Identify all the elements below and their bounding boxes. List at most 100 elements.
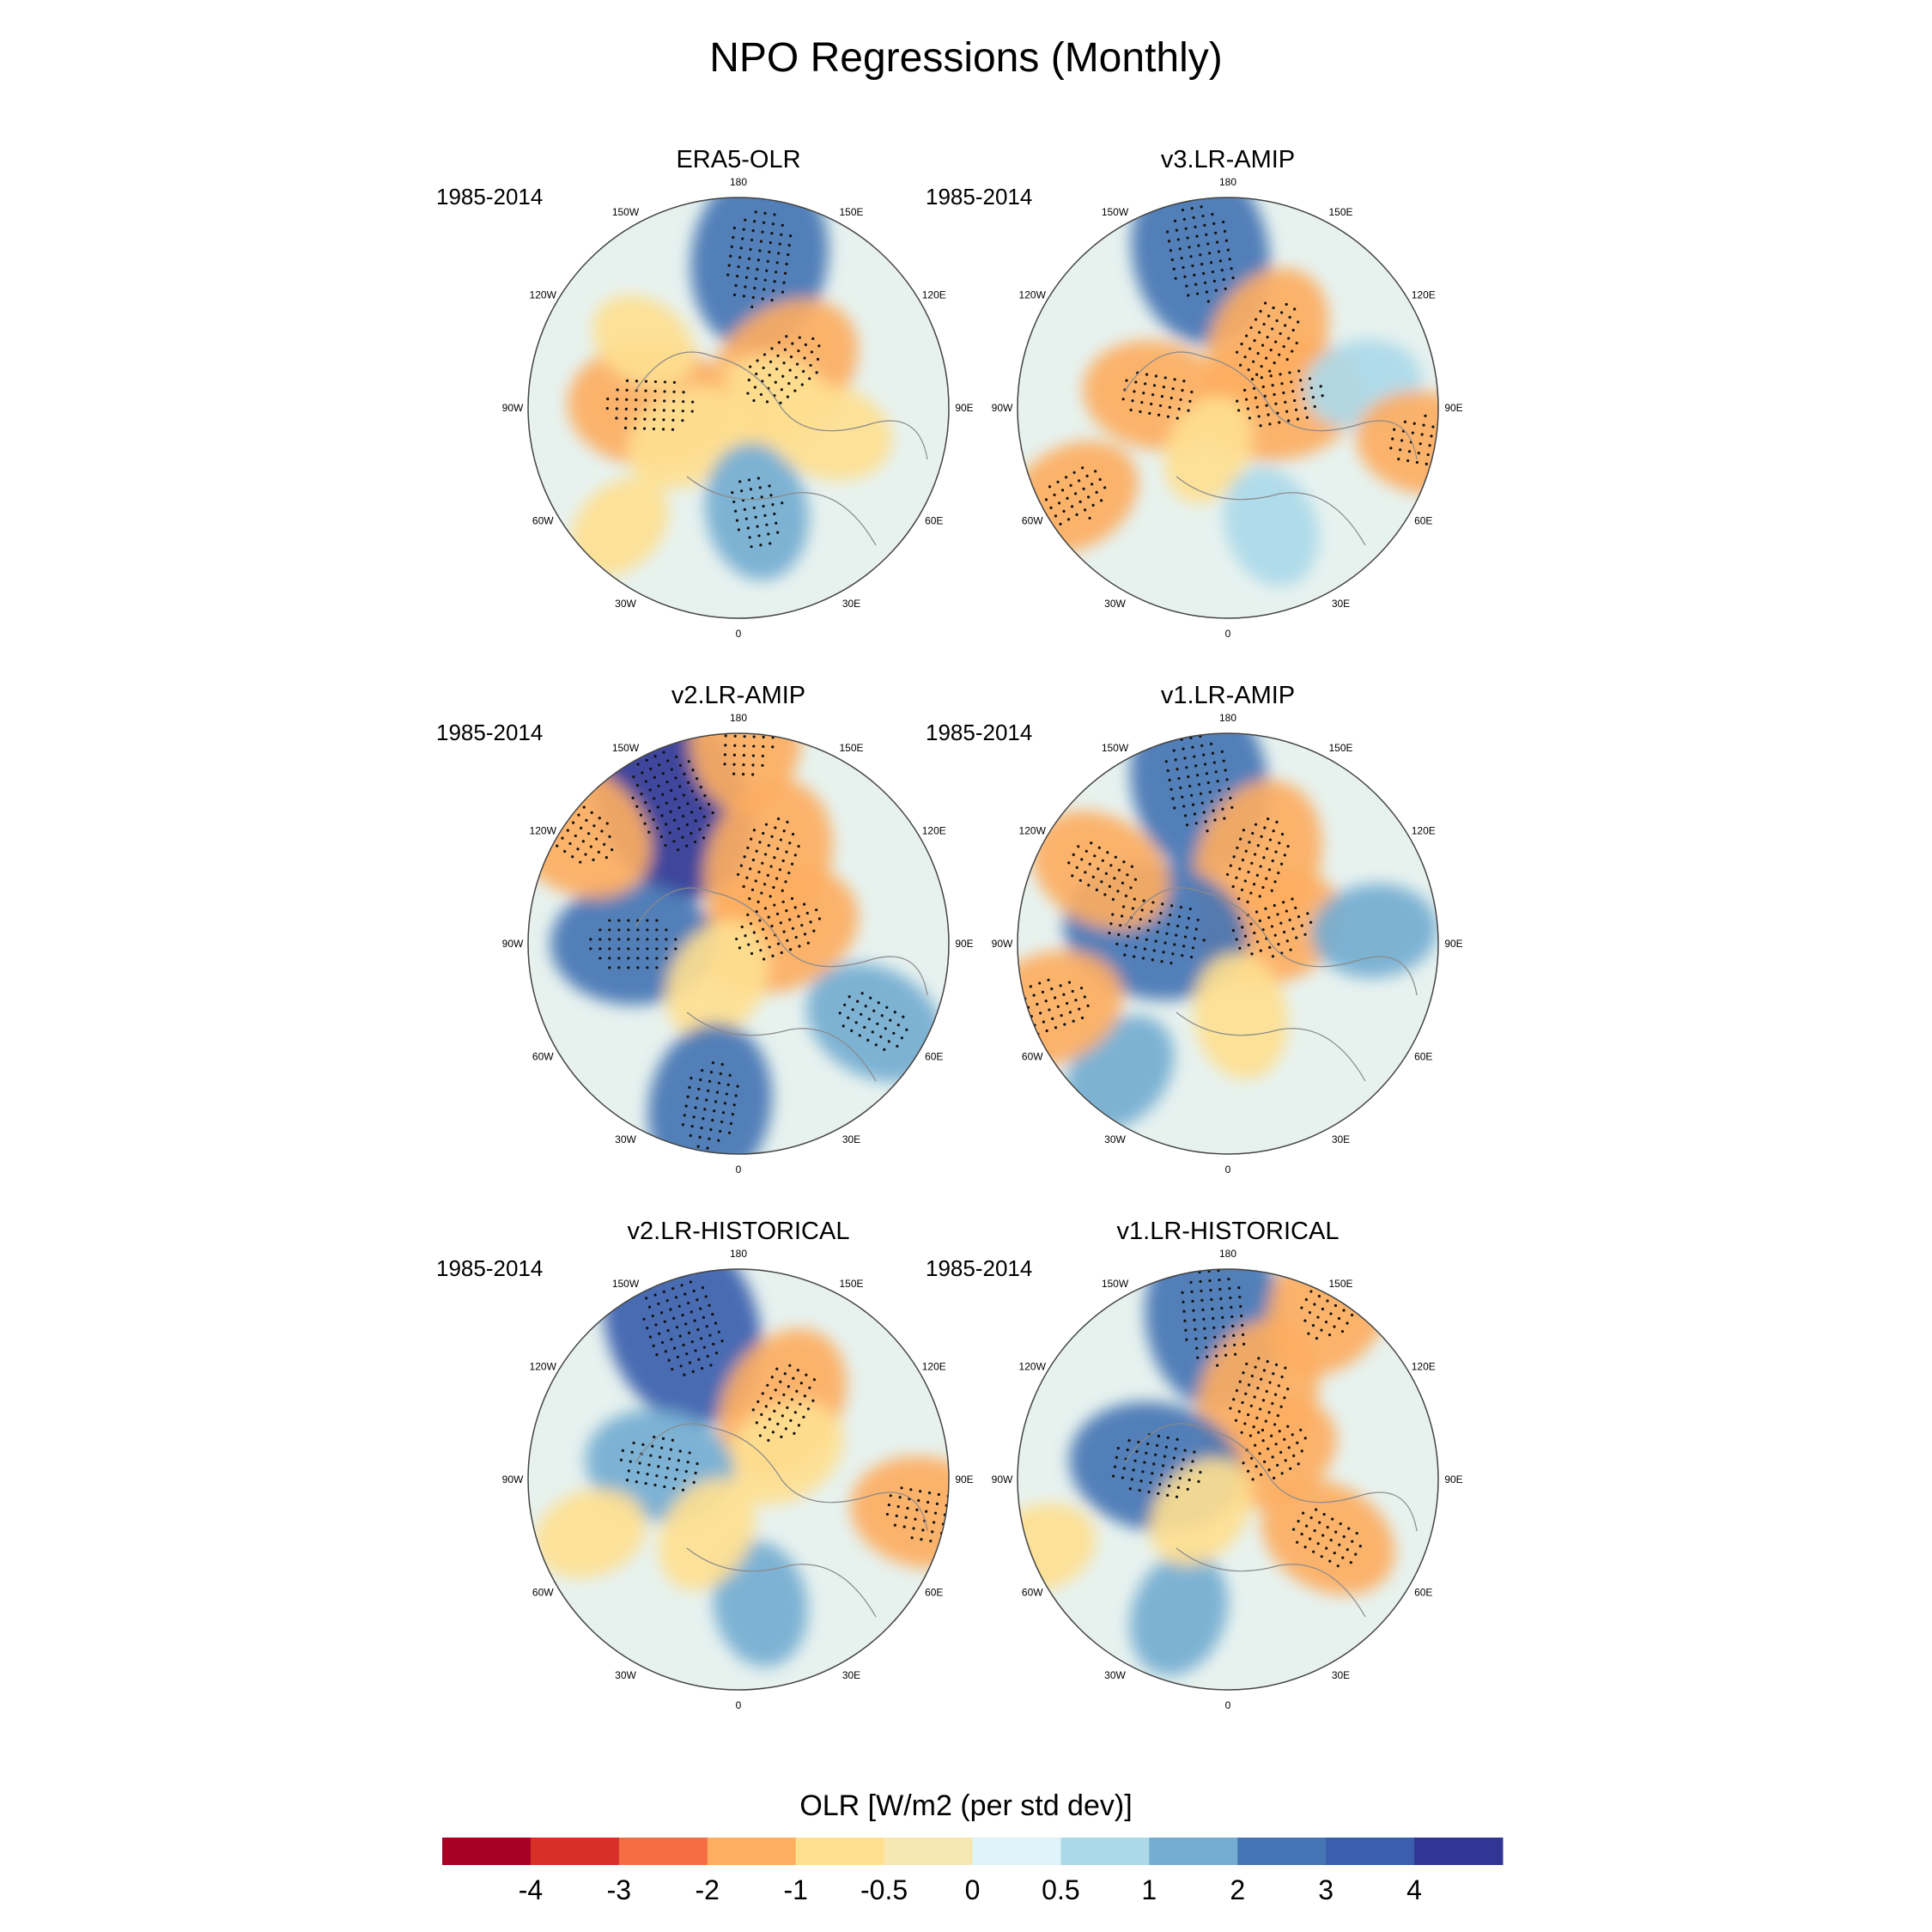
significance-dot bbox=[627, 919, 630, 922]
significance-dot bbox=[651, 1314, 654, 1318]
significance-dot bbox=[1132, 1468, 1135, 1472]
significance-dot bbox=[683, 1479, 686, 1483]
significance-dot bbox=[1244, 1392, 1248, 1395]
significance-dot bbox=[598, 938, 602, 941]
significance-dot bbox=[817, 917, 822, 920]
significance-dot bbox=[682, 400, 685, 404]
significance-dot bbox=[1143, 947, 1146, 951]
significance-dot bbox=[1148, 411, 1151, 415]
significance-dot bbox=[1259, 1473, 1263, 1476]
significance-dot bbox=[1313, 1529, 1316, 1533]
significance-dot bbox=[917, 1498, 920, 1503]
significance-dot bbox=[848, 995, 851, 999]
significance-dot bbox=[746, 846, 750, 850]
significance-dot bbox=[1088, 516, 1091, 520]
significance-dot bbox=[1194, 225, 1197, 228]
significance-dot bbox=[1209, 261, 1213, 264]
significance-dot bbox=[751, 229, 755, 233]
significance-dot bbox=[558, 823, 562, 827]
significance-dot bbox=[702, 815, 706, 818]
significance-dot bbox=[1354, 1552, 1358, 1556]
significance-dot bbox=[1267, 915, 1271, 920]
significance-dot bbox=[775, 1367, 779, 1370]
significance-dot bbox=[889, 1494, 892, 1498]
significance-dot bbox=[748, 536, 751, 539]
significance-dot bbox=[698, 806, 702, 810]
significance-dot bbox=[1261, 1399, 1266, 1402]
significance-dot bbox=[1316, 1542, 1320, 1546]
significance-dot bbox=[1091, 875, 1095, 878]
significance-dot bbox=[717, 1139, 720, 1142]
significance-dot bbox=[1173, 943, 1176, 946]
significance-dot bbox=[889, 1018, 892, 1022]
significance-dot bbox=[714, 1321, 718, 1325]
significance-dot bbox=[675, 1326, 679, 1329]
significance-dot bbox=[1280, 1472, 1284, 1475]
significance-dot bbox=[1039, 1012, 1042, 1015]
significance-dot bbox=[1327, 1333, 1332, 1337]
significance-dot bbox=[1261, 1439, 1265, 1443]
significance-dot bbox=[735, 274, 739, 278]
significance-dot bbox=[1276, 913, 1279, 916]
significance-dot bbox=[1293, 307, 1297, 311]
significance-dot bbox=[649, 1454, 653, 1457]
significance-dot bbox=[681, 410, 684, 413]
significance-dot bbox=[1249, 1456, 1254, 1460]
significance-dot bbox=[1222, 277, 1225, 282]
significance-dot bbox=[1197, 1479, 1200, 1483]
significance-dot bbox=[1188, 1478, 1191, 1482]
significance-dot bbox=[1078, 479, 1081, 483]
significance-dot bbox=[648, 788, 652, 792]
significance-dot bbox=[625, 388, 629, 392]
significance-dot bbox=[1180, 257, 1183, 260]
significance-dot bbox=[724, 744, 727, 747]
significance-dot bbox=[1216, 1364, 1219, 1367]
significance-dot bbox=[617, 919, 621, 922]
significance-dot bbox=[1241, 926, 1244, 929]
significance-dot bbox=[770, 232, 774, 235]
significance-dot bbox=[1297, 915, 1301, 919]
significance-dot bbox=[749, 365, 752, 368]
significance-dot bbox=[1212, 222, 1216, 226]
significance-dot bbox=[681, 419, 684, 422]
significance-dot bbox=[682, 391, 685, 394]
significance-dot bbox=[702, 1117, 705, 1121]
significance-dot bbox=[732, 762, 736, 766]
significance-dot bbox=[1212, 279, 1216, 283]
significance-dot bbox=[1170, 1466, 1174, 1469]
significance-dot bbox=[1251, 1478, 1255, 1481]
significance-dot bbox=[812, 929, 816, 933]
significance-dot bbox=[690, 789, 694, 793]
significance-dot bbox=[1166, 769, 1170, 773]
significance-dot bbox=[914, 1517, 917, 1521]
significance-dot bbox=[731, 1113, 734, 1116]
significance-dot bbox=[663, 380, 667, 384]
significance-dot bbox=[1314, 1281, 1317, 1285]
significance-dot bbox=[625, 379, 629, 382]
significance-dot bbox=[1098, 477, 1102, 481]
significance-dot bbox=[1167, 922, 1170, 927]
significance-dot bbox=[858, 1034, 861, 1037]
significance-dot bbox=[851, 1008, 854, 1012]
significance-dot bbox=[1271, 859, 1274, 863]
significance-dot bbox=[1220, 750, 1224, 753]
significance-dot bbox=[1199, 792, 1203, 795]
significance-dot bbox=[741, 237, 744, 240]
significance-dot bbox=[1249, 1404, 1253, 1407]
significance-dot bbox=[788, 918, 792, 921]
significance-dot bbox=[1276, 411, 1279, 415]
significance-dot bbox=[1256, 844, 1260, 848]
colorbar-swatch bbox=[884, 1838, 973, 1865]
significance-dot bbox=[1254, 823, 1258, 826]
significance-dot bbox=[866, 1038, 870, 1042]
significance-dot bbox=[809, 363, 812, 368]
significance-dot bbox=[1145, 1451, 1148, 1455]
significance-dot bbox=[773, 213, 776, 216]
significance-dot bbox=[1355, 1531, 1358, 1535]
significance-dot bbox=[1267, 1447, 1270, 1450]
significance-dot bbox=[1218, 1278, 1221, 1282]
significance-dot bbox=[1170, 904, 1174, 908]
significance-dot bbox=[709, 1127, 713, 1132]
significance-dot bbox=[592, 858, 595, 861]
significance-dot bbox=[1235, 350, 1239, 354]
